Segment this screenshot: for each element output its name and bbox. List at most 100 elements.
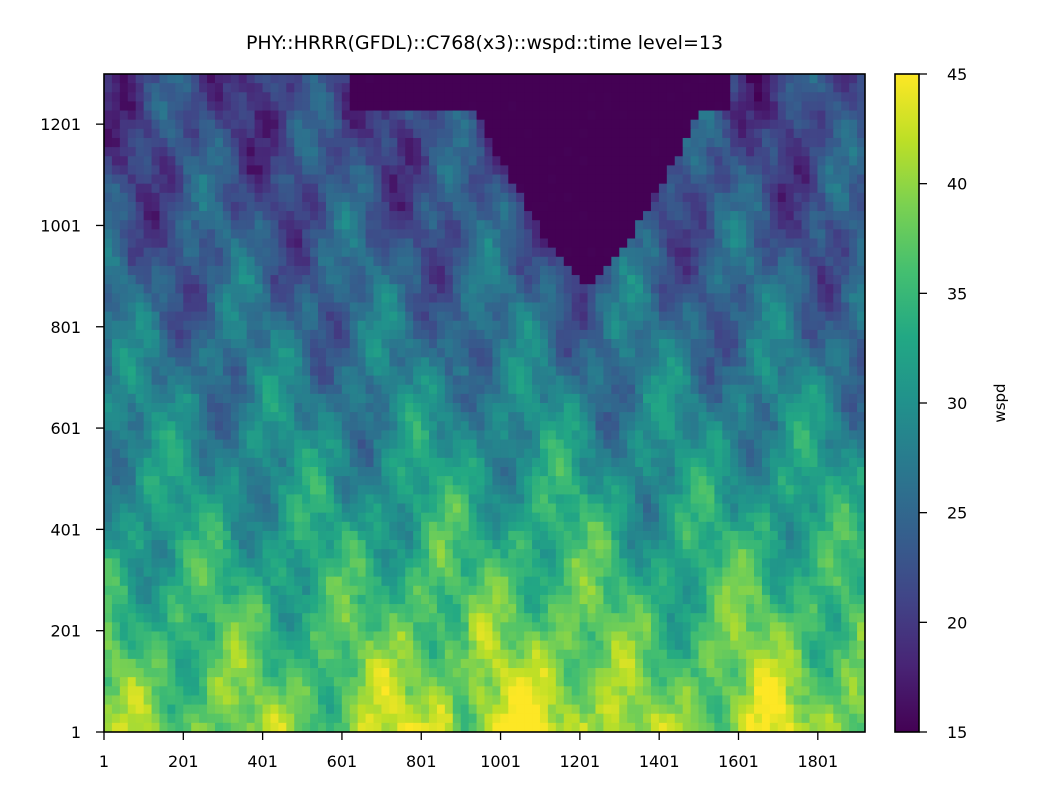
heatmap-cell xyxy=(817,147,826,157)
heatmap-cell xyxy=(603,503,612,514)
heatmap-cell xyxy=(302,348,311,358)
heatmap-cell xyxy=(635,503,644,514)
heatmap-cell xyxy=(246,229,256,240)
heatmap-cell xyxy=(539,476,549,486)
heatmap-cell xyxy=(516,293,525,304)
heatmap-cell xyxy=(421,128,430,139)
heatmap-cell xyxy=(207,265,216,276)
heatmap-cell xyxy=(547,229,557,240)
heatmap-cell xyxy=(254,366,264,377)
heatmap-cell xyxy=(674,101,684,112)
heatmap-cell xyxy=(754,256,763,267)
heatmap-cell xyxy=(682,256,692,267)
heatmap-cell xyxy=(674,137,684,148)
heatmap-cell xyxy=(436,494,446,505)
heatmap-cell xyxy=(761,339,771,349)
heatmap-cell xyxy=(698,375,708,386)
heatmap-cell xyxy=(468,247,478,258)
heatmap-cell xyxy=(373,192,383,203)
heatmap-cell xyxy=(262,293,272,304)
heatmap-cell xyxy=(318,494,327,505)
heatmap-cell xyxy=(833,421,842,432)
heatmap-cell xyxy=(761,403,771,413)
heatmap-cell xyxy=(230,256,240,267)
heatmap-cell xyxy=(199,265,208,276)
heatmap-cell xyxy=(571,284,581,294)
heatmap-cell xyxy=(151,457,161,468)
heatmap-cell xyxy=(230,128,240,139)
heatmap-cell xyxy=(214,110,224,121)
heatmap-cell xyxy=(333,457,343,468)
heatmap-cell xyxy=(111,201,121,212)
heatmap-cell xyxy=(619,183,628,194)
heatmap-cell xyxy=(436,540,446,550)
heatmap-cell xyxy=(167,412,176,422)
heatmap-cell xyxy=(761,293,771,304)
heatmap-cell xyxy=(333,293,343,304)
heatmap-cell xyxy=(246,357,256,368)
heatmap-cell xyxy=(413,421,422,432)
heatmap-cell xyxy=(555,293,565,304)
heatmap-cell xyxy=(674,540,684,550)
heatmap-cell xyxy=(777,74,787,84)
heatmap-cell xyxy=(738,293,747,304)
heatmap-cell xyxy=(373,110,383,121)
heatmap-cell xyxy=(500,174,509,185)
heatmap-cell xyxy=(389,192,398,203)
heatmap-cell xyxy=(627,512,636,523)
heatmap-cell xyxy=(555,457,565,468)
heatmap-cell xyxy=(801,128,811,139)
heatmap-cell xyxy=(539,384,549,395)
heatmap-cell xyxy=(254,74,264,84)
heatmap-cell xyxy=(547,375,557,386)
heatmap-cell xyxy=(690,156,700,166)
heatmap-cell xyxy=(769,348,779,358)
heatmap-cell xyxy=(127,430,137,441)
heatmap-cell xyxy=(373,284,383,294)
heatmap-cell xyxy=(555,503,565,514)
heatmap-cell xyxy=(841,293,850,304)
heatmap-cell xyxy=(587,128,597,139)
heatmap-cell xyxy=(167,448,176,459)
heatmap-cell xyxy=(207,229,216,240)
heatmap-cell xyxy=(754,329,763,340)
heatmap-cell xyxy=(294,466,303,477)
heatmap-cell xyxy=(436,265,446,276)
heatmap-cell xyxy=(555,229,565,240)
heatmap-cell xyxy=(722,101,731,112)
heatmap-cell xyxy=(167,430,176,441)
heatmap-cell xyxy=(214,485,224,495)
heatmap-cell xyxy=(262,366,272,377)
heatmap-cell xyxy=(849,256,858,267)
heatmap-cell xyxy=(373,156,383,166)
heatmap-cell xyxy=(587,375,597,386)
heatmap-cell xyxy=(627,92,636,103)
heatmap-cell xyxy=(587,174,597,185)
heatmap-cell xyxy=(532,357,541,368)
heatmap-cell xyxy=(143,348,153,358)
heatmap-cell xyxy=(809,220,819,230)
heatmap-cell xyxy=(444,119,454,130)
heatmap-cell xyxy=(349,357,359,368)
heatmap-cell xyxy=(619,174,628,185)
heatmap-cell xyxy=(389,174,398,185)
heatmap-cell xyxy=(286,211,295,221)
heatmap-cell xyxy=(207,284,216,294)
heatmap-cell xyxy=(516,421,525,432)
heatmap-cell xyxy=(349,512,359,523)
heatmap-cell xyxy=(547,384,557,395)
heatmap-cell xyxy=(349,485,359,495)
heatmap-cell xyxy=(365,192,375,203)
heatmap-cell xyxy=(801,92,811,103)
heatmap-cell xyxy=(555,147,565,157)
heatmap-cell xyxy=(286,275,295,285)
heatmap-cell xyxy=(508,357,517,368)
heatmap-cell xyxy=(230,503,240,514)
heatmap-cell xyxy=(801,384,811,395)
heatmap-cell xyxy=(111,439,121,450)
heatmap-cell xyxy=(421,421,430,432)
heatmap-cell xyxy=(658,147,668,157)
heatmap-cell xyxy=(421,476,430,486)
heatmap-cell xyxy=(341,503,351,514)
heatmap-cell xyxy=(769,448,779,459)
